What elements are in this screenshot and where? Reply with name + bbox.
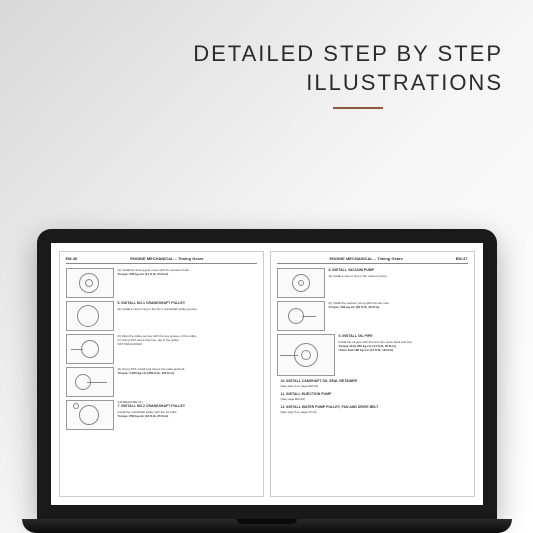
- step-row: (b) Install the vacuum pump with the two…: [277, 301, 468, 331]
- diagram-icon: [66, 268, 114, 298]
- step-text: (a) Install the timing gear cover with t…: [118, 268, 257, 276]
- laptop-screen: EM-36 ENGINE MECHANICAL – Timing Gears (…: [51, 243, 483, 505]
- step-row: (d) Using SST, install and torque the pl…: [66, 367, 257, 397]
- diagram-icon: [66, 334, 114, 364]
- step-text: 9. INSTALL OIL PIPE Install the oil pipe…: [339, 334, 468, 352]
- manual-page-left: EM-36 ENGINE MECHANICAL – Timing Gears (…: [59, 251, 264, 497]
- accent-line: [333, 107, 383, 109]
- step-text: 8. INSTALL VACUUM PUMP (a) Install a new…: [329, 268, 468, 278]
- laptop-notch: [237, 519, 297, 524]
- diagram-icon: [277, 301, 325, 331]
- laptop-bezel: EM-36 ENGINE MECHANICAL – Timing Gears (…: [37, 229, 497, 519]
- page-header-right: ENGINE MECHANICAL – Timing Gears EM-37: [277, 256, 468, 264]
- diagram-icon: [66, 301, 114, 331]
- heading-line2: ILLUSTRATIONS: [193, 69, 503, 98]
- diagram-icon: [277, 268, 325, 298]
- page-header-left: EM-36 ENGINE MECHANICAL – Timing Gears: [66, 256, 257, 264]
- step-text-only: 12. INSTALL WATER PUMP PULLEY, FAN AND D…: [277, 405, 468, 414]
- page-title-left: ENGINE MECHANICAL – Timing Gears: [130, 256, 203, 261]
- step-row: 8. INSTALL VACUUM PUMP (a) Install a new…: [277, 268, 468, 298]
- step-text: (HZJ80/HDJ80-TL) 7. INSTALL NO.2 CRANKSH…: [118, 400, 257, 418]
- diagram-icon: [66, 400, 114, 430]
- step-text: (d) Using SST, install and torque the pl…: [118, 367, 257, 375]
- step-row: 6. INSTALL NO.1 CRANKSHAFT PULLEY (a) In…: [66, 301, 257, 331]
- diagram-icon: [277, 334, 335, 376]
- manual-page-right: ENGINE MECHANICAL – Timing Gears EM-37 8…: [270, 251, 475, 497]
- step-text: 6. INSTALL NO.1 CRANKSHAFT PULLEY (a) In…: [118, 301, 257, 311]
- step-text: (b) Align the pulley set key with the ke…: [118, 334, 257, 347]
- step-row: (b) Align the pulley set key with the ke…: [66, 334, 257, 364]
- laptop-base: [22, 519, 512, 533]
- laptop-mockup: EM-36 ENGINE MECHANICAL – Timing Gears (…: [37, 229, 497, 533]
- heading-line1: DETAILED STEP BY STEP: [193, 40, 503, 69]
- step-text: (b) Install the vacuum pump with the two…: [329, 301, 468, 309]
- step-text-only: 11. INSTALL INJECTION PUMP (See page EM-…: [277, 392, 468, 401]
- step-row: 9. INSTALL OIL PIPE Install the oil pipe…: [277, 334, 468, 376]
- page-num-right: EM-37: [456, 256, 468, 261]
- heading-block: DETAILED STEP BY STEP ILLUSTRATIONS: [193, 40, 503, 109]
- step-row: (HZJ80/HDJ80-TL) 7. INSTALL NO.2 CRANKSH…: [66, 400, 257, 430]
- page-num-left: EM-36: [66, 256, 78, 261]
- step-row: (a) Install the timing gear cover with t…: [66, 268, 257, 298]
- diagram-icon: [66, 367, 114, 397]
- page-title-right: ENGINE MECHANICAL – Timing Gears: [330, 256, 403, 261]
- step-text-only: 10. INSTALL CAMSHAFT OIL SEAL RETAINER (…: [277, 379, 468, 388]
